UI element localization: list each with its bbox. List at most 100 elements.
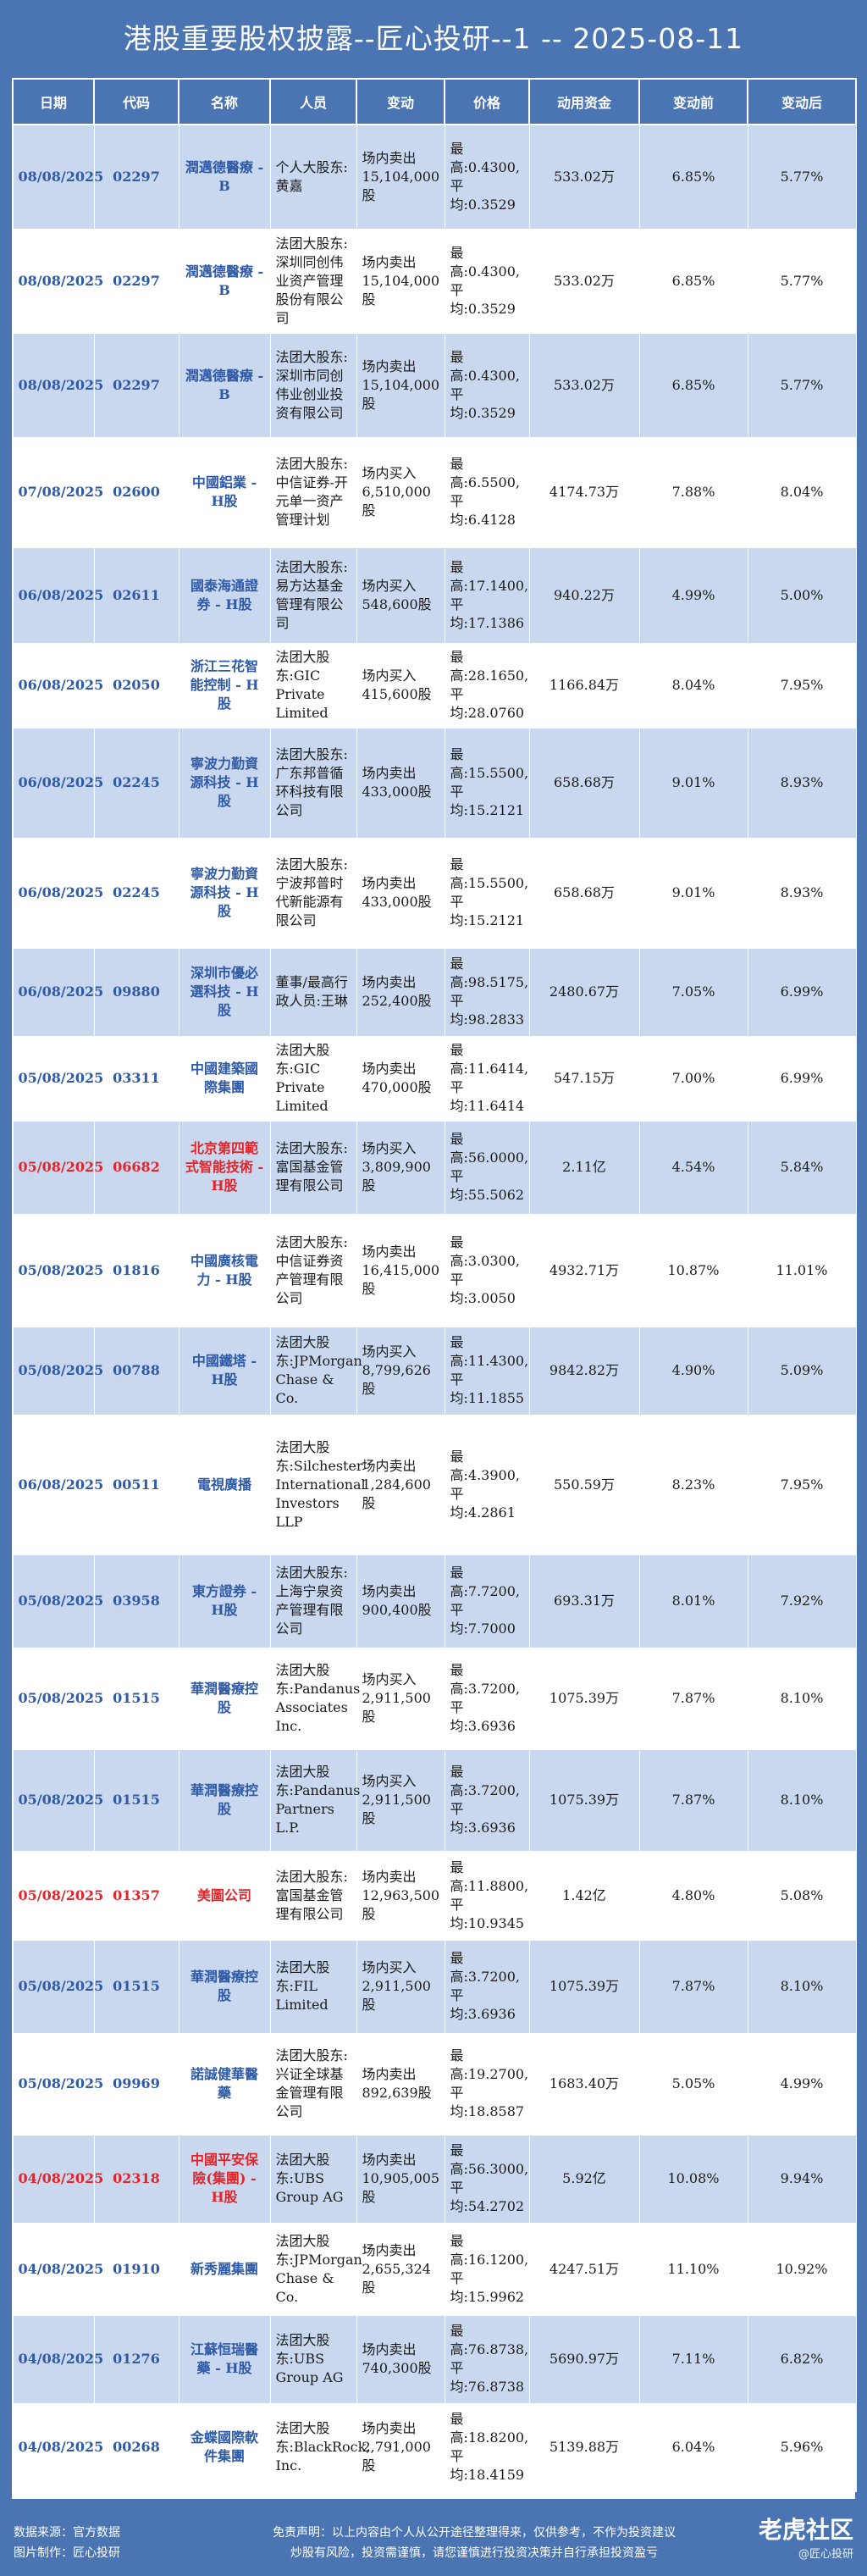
row-person: 法团大股东:兴证全球基金管理有限公司 xyxy=(269,2032,357,2136)
row-before: 6.85% xyxy=(638,124,748,230)
disclosure-table: 日期 代码 名称 人员 变动 价格 动用资金 变动前 变动后 08/08/202… xyxy=(12,78,857,2499)
row-person: 法团大股东:深圳同创伟业资产管理股份有限公司 xyxy=(269,228,357,334)
row-name: 潤邁德醫療 - B xyxy=(178,332,271,438)
row-code: 01816 xyxy=(93,1213,179,1327)
header-name[interactable]: 名称 xyxy=(178,78,271,125)
table-header-row: 日期 代码 名称 人员 变动 价格 动用资金 变动前 变动后 xyxy=(12,78,857,125)
row-date: 04/08/2025 xyxy=(12,2314,103,2404)
row-after: 6.99% xyxy=(747,947,857,1037)
row-code: 00788 xyxy=(93,1326,179,1415)
table-row: 04/08/2025 00268 金蝶國際軟件集團 法团大股东:BlackRock, … xyxy=(12,2402,857,2492)
header-before[interactable]: 变动前 xyxy=(638,78,748,125)
row-code: 03311 xyxy=(93,1035,179,1122)
table-row: 07/08/2025 02600 中國鋁業 - H股 法团大股东:中信证券-开元单一资… xyxy=(12,436,857,548)
header-amount[interactable]: 动用资金 xyxy=(528,78,640,125)
row-person: 法团大股东:中信证券-开元单一资产管理计划 xyxy=(269,436,357,548)
row-change: 场内卖出15,104,000股 xyxy=(356,332,445,438)
row-amount: 2.11亿 xyxy=(528,1120,640,1215)
row-date: 05/08/2025 xyxy=(12,1748,103,1852)
header-date[interactable]: 日期 xyxy=(12,78,95,125)
row-name: 華潤醫療控股 xyxy=(178,1748,271,1852)
table-row: 08/08/2025 02297 潤邁德醫療 - B 个人大股东:黄嘉 场内卖出15,1… xyxy=(12,124,857,230)
row-change: 场内买入548,600股 xyxy=(356,546,445,644)
row-after: 5.96% xyxy=(747,2402,857,2492)
row-name: 寧波力勤資源科技 - H股 xyxy=(178,727,271,839)
row-amount: 5.92亿 xyxy=(528,2134,640,2224)
row-change: 场内卖出892,639股 xyxy=(356,2032,445,2136)
header-change[interactable]: 变动 xyxy=(356,78,445,125)
row-person: 个人大股东:黄嘉 xyxy=(269,124,357,230)
header-code[interactable]: 代码 xyxy=(93,78,179,125)
row-after: 11.01% xyxy=(747,1213,857,1327)
row-price: 最高:17.1400,平均:17.1386 xyxy=(444,546,530,644)
row-after: 5.77% xyxy=(747,124,857,230)
row-price: 最高:11.4300,平均:11.1855 xyxy=(444,1326,530,1415)
row-after: 4.99% xyxy=(747,2032,857,2136)
row-price: 最高:3.0300,平均:3.0050 xyxy=(444,1213,530,1327)
row-person: 法团大股东:易方达基金管理有限公司 xyxy=(269,546,357,644)
table-row: 05/08/2025 06682 北京第四範式智能技術 - H股 法团大股东:富国基金… xyxy=(12,1120,857,1215)
row-name: 中國平安保險(集團) - H股 xyxy=(178,2134,271,2224)
row-before: 7.00% xyxy=(638,1035,748,1122)
row-price: 最高:15.5500,平均:15.2121 xyxy=(444,727,530,839)
row-name: 江蘇恒瑞醫藥 - H股 xyxy=(178,2314,271,2404)
row-change: 场内卖出16,415,000股 xyxy=(356,1213,445,1327)
row-after: 9.94% xyxy=(747,2134,857,2224)
footer-left: 数据来源：官方数据 图片制作：匠心投研 xyxy=(14,2523,120,2563)
row-code: 06682 xyxy=(93,1120,179,1215)
row-date: 05/08/2025 xyxy=(12,1554,103,1648)
row-amount: 1.42亿 xyxy=(528,1850,640,1941)
header-price[interactable]: 价格 xyxy=(444,78,530,125)
row-before: 5.05% xyxy=(638,2032,748,2136)
footer: 数据来源：官方数据 图片制作：匠心投研 免责声明：以上内容由个人从公开途径整理得… xyxy=(0,2499,867,2576)
row-change: 场内卖出12,963,500股 xyxy=(356,1850,445,1941)
footer-brand: 老虎社区 @匠心投研 xyxy=(759,2516,853,2561)
row-name: 中國鋁業 - H股 xyxy=(178,436,271,548)
row-date: 06/08/2025 xyxy=(12,642,103,728)
row-name: 華潤醫療控股 xyxy=(178,1939,271,2034)
row-person: 法团大股东:GIC Private Limited xyxy=(269,1035,357,1122)
header-person[interactable]: 人员 xyxy=(269,78,357,125)
row-code: 02297 xyxy=(93,332,179,438)
row-name: 電視廣播 xyxy=(178,1414,271,1555)
row-amount: 547.15万 xyxy=(528,1035,640,1122)
row-price: 最高:6.5500,平均:6.4128 xyxy=(444,436,530,548)
header-after[interactable]: 变动后 xyxy=(747,78,857,125)
row-name: 中國廣核電力 - H股 xyxy=(178,1213,271,1327)
row-code: 01515 xyxy=(93,1939,179,2034)
row-after: 5.77% xyxy=(747,228,857,334)
row-price: 最高:18.8200,平均:18.4159 xyxy=(444,2402,530,2492)
row-person: 法团大股东:UBS Group AG xyxy=(269,2314,357,2404)
row-change: 场内买入3,809,900股 xyxy=(356,1120,445,1215)
row-before: 7.05% xyxy=(638,947,748,1037)
row-amount: 1075.39万 xyxy=(528,1748,640,1852)
row-after: 6.99% xyxy=(747,1035,857,1122)
table-row: 05/08/2025 00788 中國鐵塔 - H股 法团大股东:JPMorgan C… xyxy=(12,1326,857,1415)
row-code: 02245 xyxy=(93,837,179,949)
row-change: 场内买入2,911,500股 xyxy=(356,1748,445,1852)
table-row: 08/08/2025 02297 潤邁德醫療 - B 法团大股东:深圳市同创伟业创业投… xyxy=(12,332,857,438)
row-after: 8.04% xyxy=(747,436,857,548)
row-before: 7.87% xyxy=(638,1939,748,2034)
row-code: 02245 xyxy=(93,727,179,839)
row-after: 5.08% xyxy=(747,1850,857,1941)
row-date: 08/08/2025 xyxy=(12,228,103,334)
row-amount: 2480.67万 xyxy=(528,947,640,1037)
row-date: 05/08/2025 xyxy=(12,1035,103,1122)
row-before: 8.01% xyxy=(638,1554,748,1648)
row-person: 法团大股东:深圳市同创伟业创业投资有限公司 xyxy=(269,332,357,438)
table-row: 04/08/2025 01910 新秀麗集團 法团大股东:JPMorgan Chase… xyxy=(12,2222,857,2316)
row-amount: 9842.82万 xyxy=(528,1326,640,1415)
row-amount: 533.02万 xyxy=(528,332,640,438)
row-person: 法团大股东:Silchester International Investors… xyxy=(269,1414,366,1555)
row-change: 场内卖出15,104,000股 xyxy=(356,124,445,230)
row-person: 法团大股东:UBS Group AG xyxy=(269,2134,357,2224)
row-code: 00268 xyxy=(93,2402,179,2492)
row-code: 02050 xyxy=(93,642,179,728)
row-after: 5.84% xyxy=(747,1120,857,1215)
row-amount: 658.68万 xyxy=(528,837,640,949)
row-name: 深圳市優必選科技 - H股 xyxy=(178,947,271,1037)
row-price: 最高:0.4300,平均:0.3529 xyxy=(444,228,530,334)
row-date: 05/08/2025 xyxy=(12,1850,103,1941)
